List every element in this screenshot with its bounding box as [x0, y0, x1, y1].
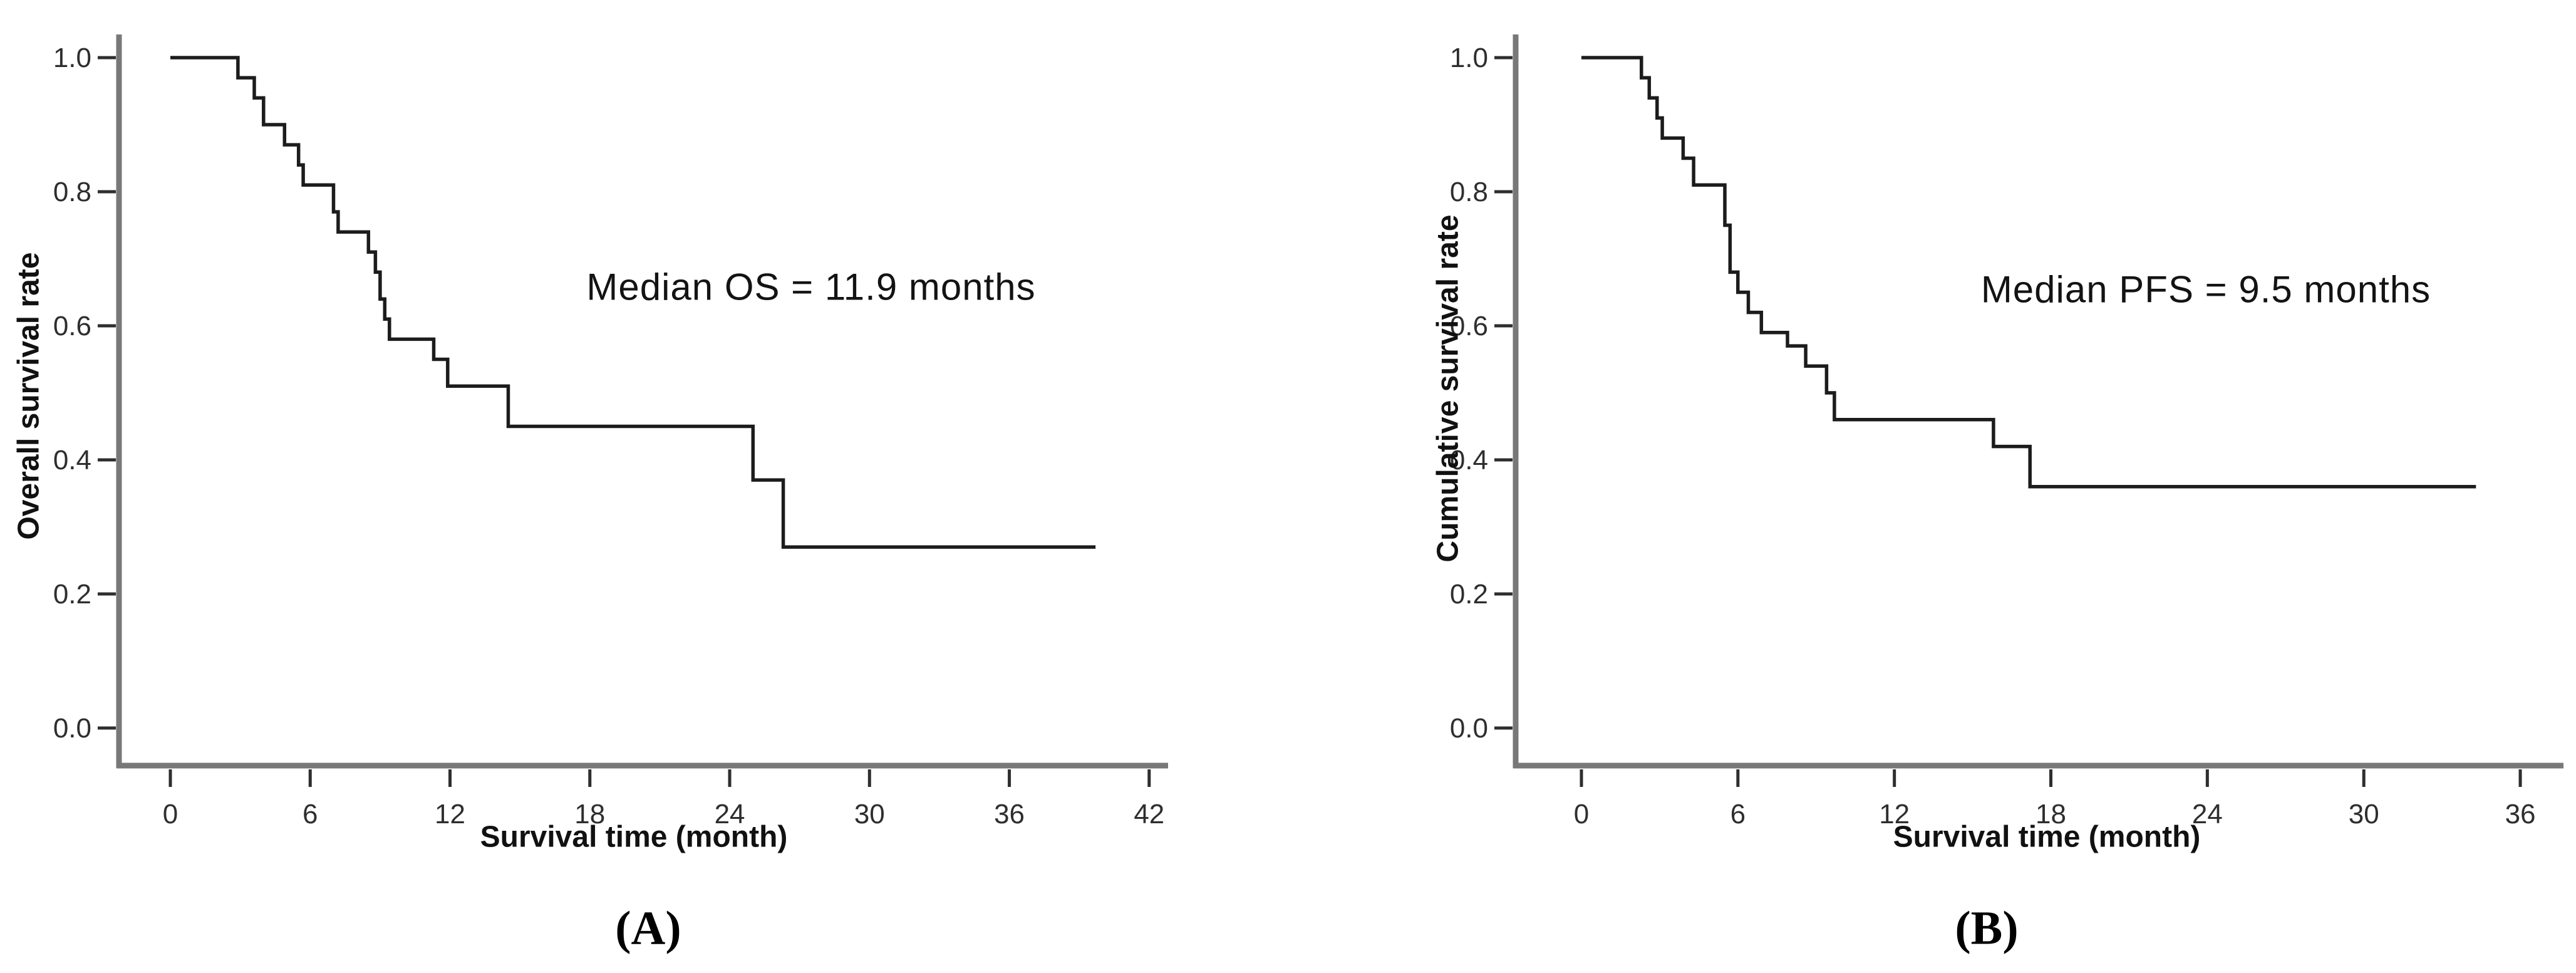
x-tick-label-B: 6	[1730, 799, 1746, 830]
x-tick-label-A: 18	[574, 799, 605, 830]
y-tick-label-A: 0.8	[53, 177, 91, 207]
panel-b-caption: (B)	[1955, 902, 2019, 955]
x-tick-label-A: 36	[994, 799, 1025, 830]
x-tick-label-B: 36	[2505, 799, 2536, 830]
km-curve-B	[1581, 56, 2476, 489]
x-tick-label-B: 0	[1574, 799, 1589, 830]
x-tick-label-A: 12	[435, 799, 465, 830]
panel-b-x-axis-title: Survival time (month)	[1893, 820, 2201, 854]
panel-a-median-annotation: Median OS = 11.9 months	[586, 266, 1036, 308]
y-tick-label-B: 0.0	[1450, 713, 1488, 744]
panel-b-median-annotation: Median PFS = 9.5 months	[1980, 268, 2431, 311]
km-curve-A	[170, 56, 1096, 549]
y-tick-label-A: 0.0	[53, 713, 91, 744]
y-tick-label-B: 0.2	[1450, 579, 1488, 610]
y-tick-label-A: 0.2	[53, 579, 91, 610]
panel-b-y-axis-title: Cumulative survival rate	[1431, 214, 1465, 563]
panel-a-caption: (A)	[615, 902, 681, 955]
y-tick-label-A: 1.0	[53, 43, 91, 73]
x-tick-label-A: 42	[1134, 799, 1164, 830]
y-tick-label-B: 1.0	[1450, 43, 1488, 73]
x-tick-label-B: 24	[2192, 799, 2223, 830]
x-tick-label-A: 24	[715, 799, 745, 830]
y-tick-label-A: 0.4	[53, 445, 91, 476]
x-tick-label-A: 6	[303, 799, 318, 830]
y-tick-label-A: 0.6	[53, 311, 91, 341]
x-tick-label-A: 30	[854, 799, 885, 830]
panel-a-y-axis-title: Overall survival rate	[12, 252, 46, 540]
x-tick-label-A: 0	[163, 799, 178, 830]
y-tick-label-B: 0.4	[1450, 445, 1488, 476]
x-tick-label-B: 12	[1879, 799, 1910, 830]
y-tick-label-B: 0.6	[1450, 311, 1488, 341]
x-tick-label-B: 30	[2349, 799, 2379, 830]
y-tick-label-B: 0.8	[1450, 177, 1488, 207]
panel-a-x-axis-title: Survival time (month)	[480, 820, 788, 854]
x-tick-label-B: 18	[2035, 799, 2066, 830]
